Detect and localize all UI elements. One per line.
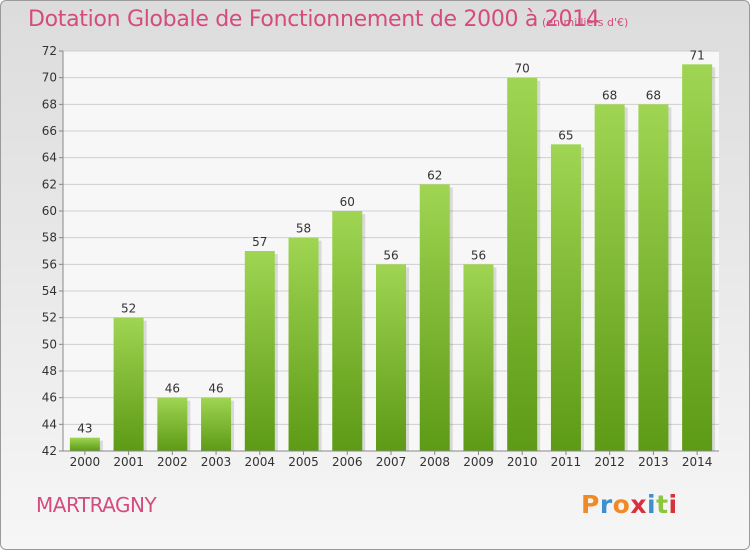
- x-tick-label: 2003: [201, 455, 232, 469]
- proxiti-logo: Proxiti: [581, 490, 678, 519]
- brand-letter: i: [668, 490, 678, 519]
- bar-value-label: 57: [252, 235, 267, 249]
- y-tick-label: 72: [42, 44, 57, 58]
- y-tick-label: 68: [42, 97, 57, 111]
- bar: [419, 184, 450, 452]
- x-tick-label: 2008: [419, 455, 450, 469]
- y-tick-label: 44: [42, 417, 57, 431]
- chart-title: Dotation Globale de Fonctionnement de 20…: [28, 7, 600, 32]
- y-tick-label: 66: [42, 124, 57, 138]
- bar: [376, 264, 406, 451]
- bar: [332, 211, 363, 451]
- brand-letter: P: [581, 490, 600, 519]
- brand-letter: t: [656, 490, 669, 519]
- bar-value-label: 46: [165, 382, 180, 396]
- x-tick-label: 2006: [332, 455, 363, 469]
- bar: [288, 237, 319, 451]
- y-tick-label: 70: [42, 71, 57, 85]
- x-tick-label: 2001: [113, 455, 144, 469]
- bar: [69, 437, 100, 451]
- y-tick-label: 64: [42, 151, 57, 165]
- brand-letter: x: [630, 490, 647, 519]
- y-tick-label: 58: [42, 231, 57, 245]
- bar: [157, 397, 188, 451]
- bar: [463, 264, 494, 451]
- y-tick-label: 46: [42, 391, 57, 405]
- bar-value-label: 71: [689, 48, 704, 62]
- x-tick-label: 2000: [70, 455, 101, 469]
- y-tick-label: 50: [42, 337, 57, 351]
- bar-value-label: 56: [383, 248, 398, 262]
- x-tick-label: 2013: [638, 455, 669, 469]
- chart-unit: (en milliers d'€): [542, 16, 629, 29]
- bar-value-label: 68: [646, 88, 661, 102]
- bar-value-label: 43: [77, 422, 92, 436]
- y-tick-label: 42: [42, 444, 57, 458]
- bar: [113, 317, 144, 451]
- x-tick-label: 2005: [288, 455, 319, 469]
- bar-value-label: 68: [602, 88, 617, 102]
- bar: [507, 77, 538, 452]
- bar: [638, 104, 669, 451]
- bar: [244, 251, 275, 451]
- bar-value-label: 60: [340, 195, 355, 209]
- y-tick-label: 48: [42, 364, 57, 378]
- y-tick-label: 52: [42, 311, 57, 325]
- bar: [682, 64, 713, 452]
- x-tick-label: 2010: [507, 455, 538, 469]
- bar-value-label: 70: [515, 62, 530, 76]
- y-tick-label: 62: [42, 177, 57, 191]
- bar-value-label: 65: [558, 128, 573, 142]
- bar-value-label: 46: [208, 382, 223, 396]
- bar-value-label: 62: [427, 168, 442, 182]
- bar-value-label: 56: [471, 248, 486, 262]
- y-tick-label: 60: [42, 204, 57, 218]
- bar-value-label: 52: [121, 302, 136, 316]
- y-tick-label: 54: [42, 284, 57, 298]
- commune-name: MARTRAGNY: [36, 493, 157, 517]
- x-tick-label: 2004: [245, 455, 276, 469]
- x-tick-label: 2012: [594, 455, 625, 469]
- bar: [201, 397, 232, 451]
- x-tick-label: 2011: [551, 455, 582, 469]
- x-tick-label: 2014: [682, 455, 713, 469]
- x-tick-label: 2009: [463, 455, 494, 469]
- bar: [594, 104, 625, 451]
- brand-letter: r: [599, 490, 613, 519]
- x-tick-label: 2007: [376, 455, 407, 469]
- brand-letter: o: [612, 490, 631, 519]
- bar-value-label: 58: [296, 222, 311, 236]
- x-tick-label: 2002: [157, 455, 188, 469]
- bar: [550, 144, 581, 452]
- y-tick-label: 56: [42, 257, 57, 271]
- brand-letter: i: [647, 490, 657, 519]
